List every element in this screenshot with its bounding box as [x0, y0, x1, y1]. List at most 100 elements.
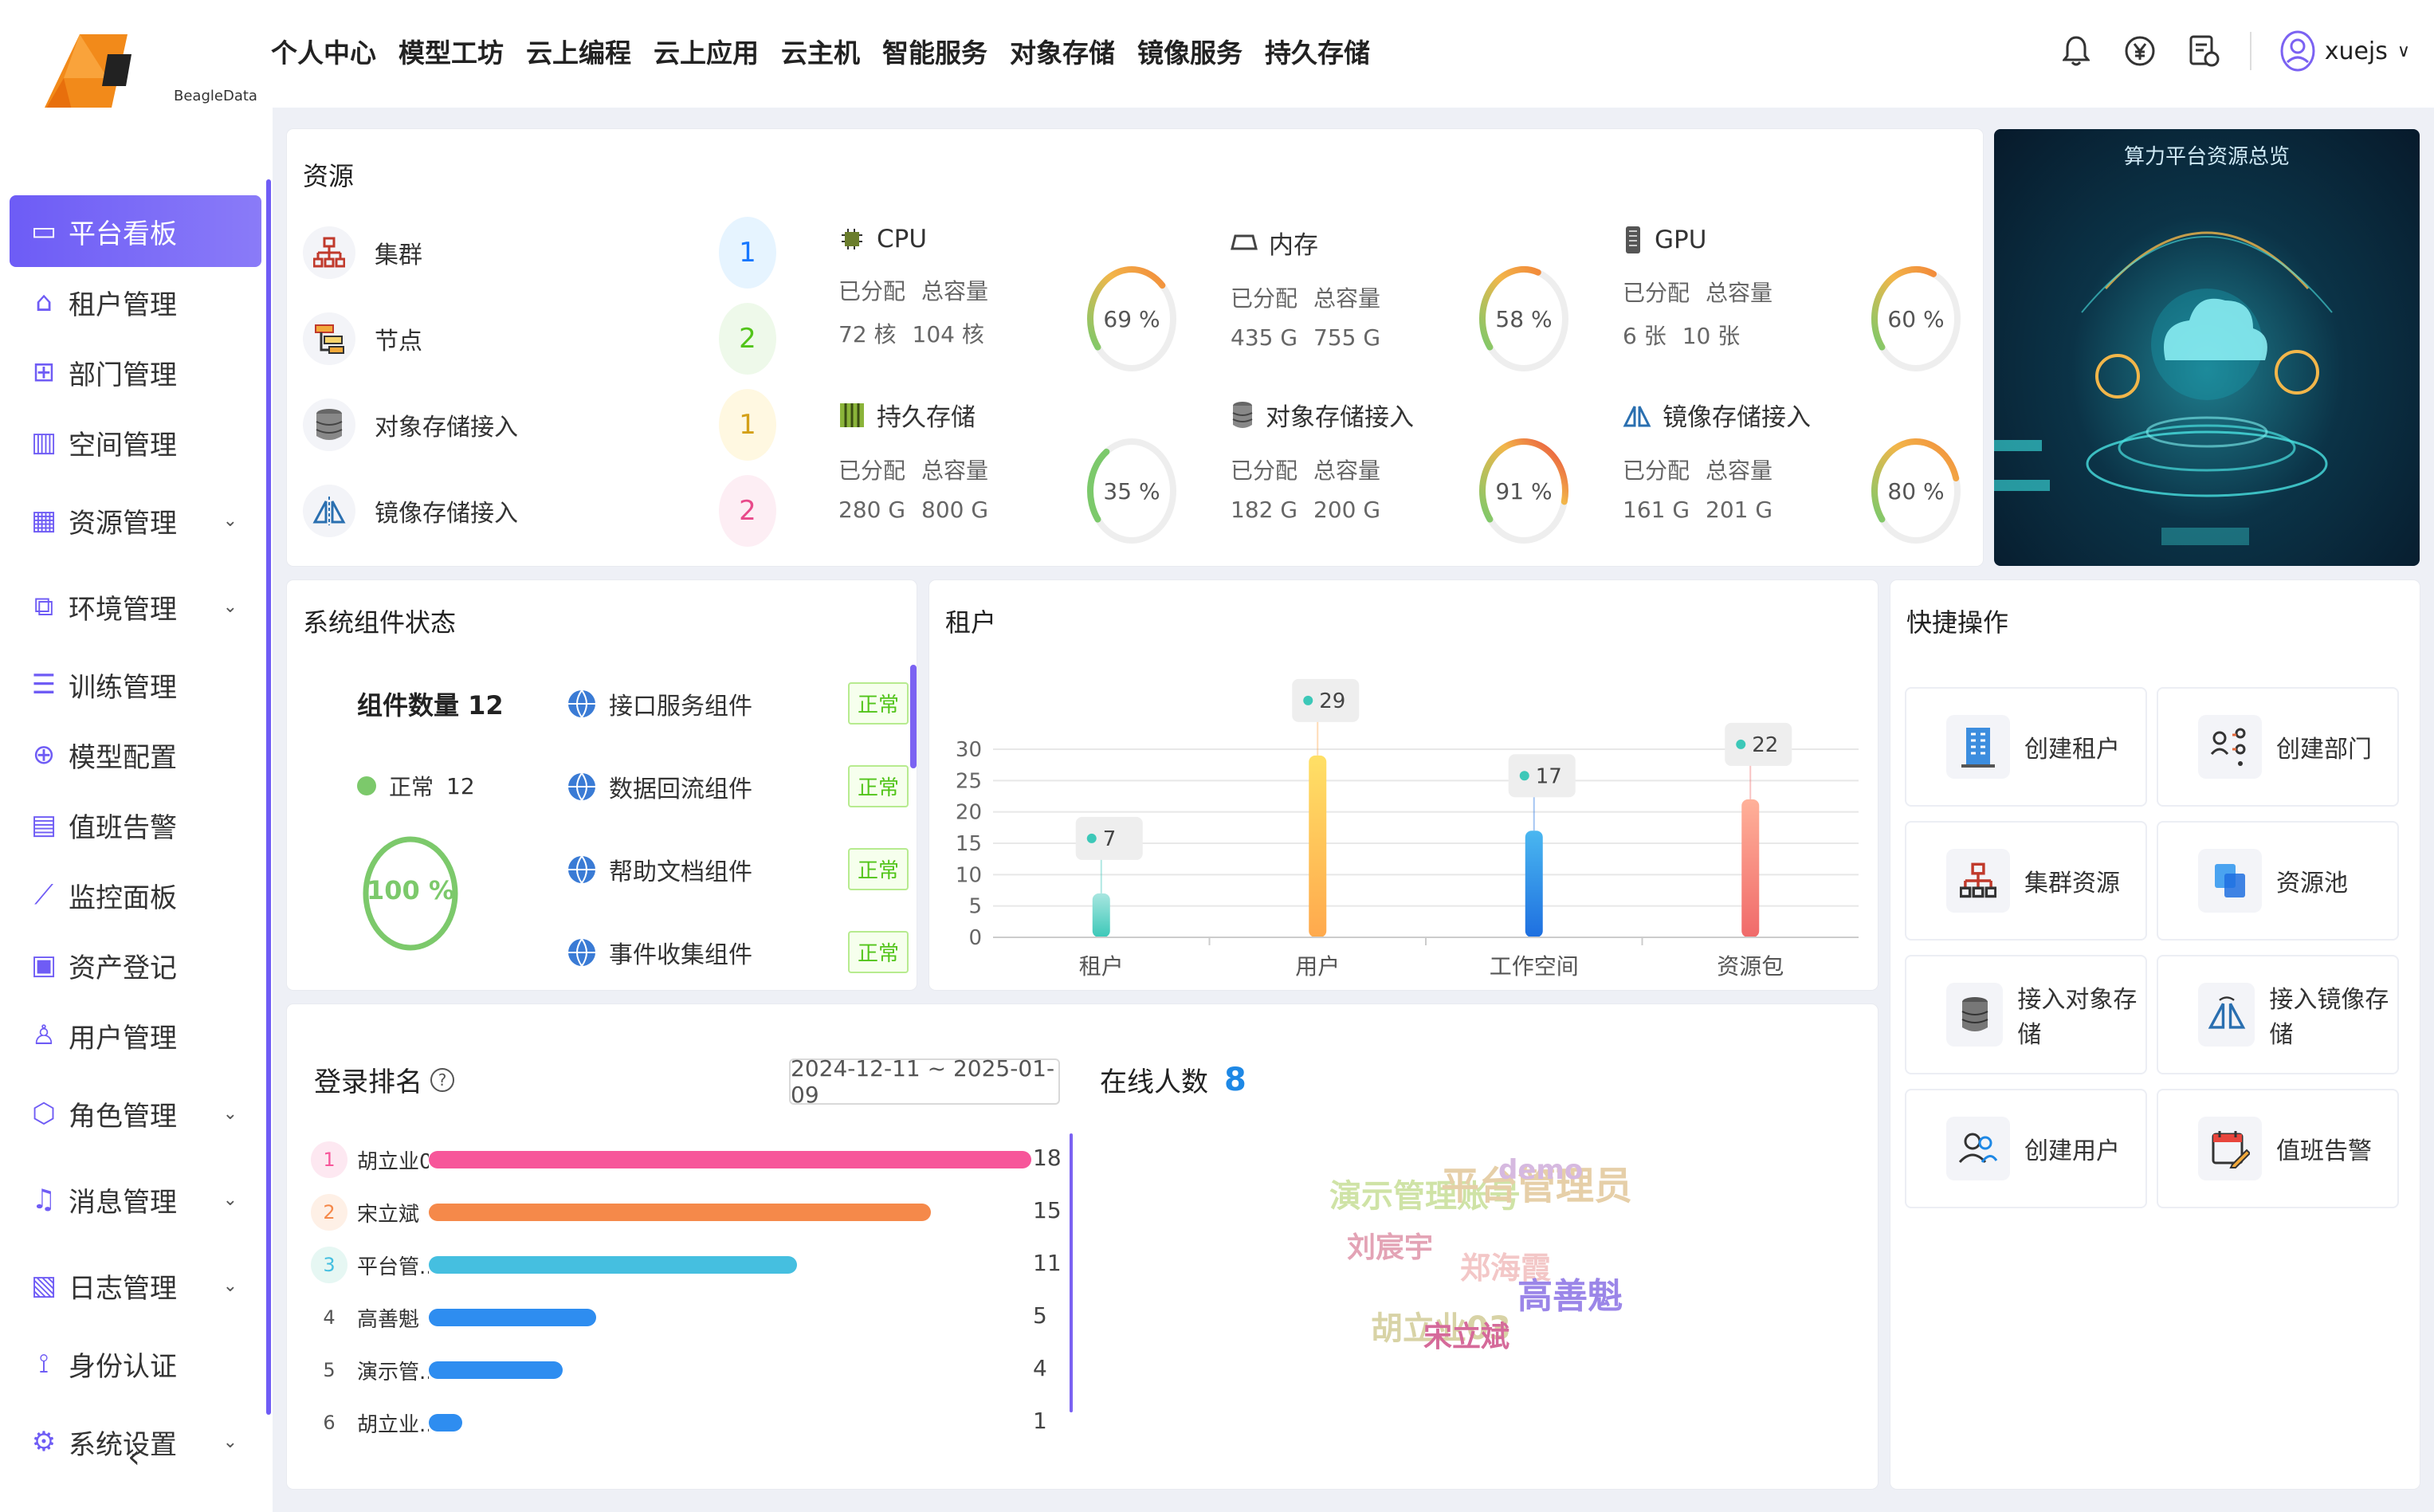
quick-action-label: 接入对象存储 — [2017, 986, 2138, 1049]
y-tick-label: 30 — [956, 738, 982, 762]
bar-工作空间 — [1525, 831, 1543, 937]
connect-image-storage-button[interactable]: 接入镜像存储 — [2157, 955, 2399, 1074]
status-list-scrollbar[interactable] — [910, 665, 917, 768]
yuan-icon[interactable] — [2122, 33, 2157, 69]
sidebar-item-model[interactable]: ⊕ 模型配置 — [10, 720, 261, 790]
ranking-row[interactable]: 6 胡立业... — [311, 1404, 429, 1441]
collapse-sidebar-icon[interactable]: ‹ — [128, 1439, 140, 1475]
resource-cluster[interactable]: 集群 — [303, 226, 422, 279]
y-tick-label: 10 — [956, 863, 982, 887]
quick-actions-title: 快捷操作 — [1906, 607, 2009, 638]
nav-cloud-apps[interactable]: 云上应用 — [654, 37, 759, 69]
create-tenant-button[interactable]: 创建租户 — [1905, 687, 2147, 807]
data-label: 7 — [1103, 827, 1117, 851]
allocated-label: 已分配 — [1623, 280, 1690, 306]
ranking-row[interactable]: 4 高善魁 — [311, 1299, 429, 1336]
gauge-arc — [1087, 438, 1176, 544]
ranking-row[interactable]: 5 演示管... — [311, 1352, 429, 1388]
resource-pool-button[interactable]: 资源池 — [2157, 821, 2399, 941]
normal-count: 12 — [446, 772, 475, 799]
sidebar-item-alarm[interactable]: ▤ 值班告警 — [10, 790, 261, 860]
resource-image-storage[interactable]: 镜像存储接入 — [303, 485, 518, 537]
document-settings-icon[interactable] — [2186, 33, 2221, 69]
gauge-label: 80 % — [1887, 478, 1945, 505]
sidebar-item-chart[interactable]: ⟋ 监控面板 — [10, 860, 261, 930]
total-value: 755 G — [1313, 324, 1381, 351]
quick-action-label: 值班告警 — [2276, 1137, 2372, 1165]
resource-object-storage[interactable]: 对象存储接入 — [303, 399, 518, 451]
sidebar-item-label: 值班告警 — [69, 811, 177, 844]
sidebar-item-label: 角色管理 — [69, 1100, 177, 1133]
y-tick-label: 20 — [956, 801, 982, 825]
sidebar-item-label: 模型配置 — [69, 741, 177, 774]
status-badge: 正常 — [847, 931, 909, 973]
duty-alarm-button[interactable]: 值班告警 — [2157, 1089, 2399, 1208]
bar-租户 — [1092, 893, 1110, 937]
ranking-row[interactable]: 3 平台管... — [311, 1247, 429, 1283]
ranking-scrollbar[interactable] — [1070, 1133, 1073, 1412]
sidebar-item-env[interactable]: ⧉ 环境管理 ⌄ — [10, 564, 261, 650]
nav-object-storage[interactable]: 对象存储 — [1010, 37, 1115, 69]
sidebar-item-org[interactable]: ⊞ 部门管理 — [10, 337, 261, 407]
globe-icon — [568, 689, 595, 719]
sidebar-item-auth[interactable]: ⟟ 身份认证 — [10, 1329, 261, 1399]
nav-cloud-programming[interactable]: 云上编程 — [526, 37, 631, 69]
object-storage-gauge: 91 % — [1476, 435, 1572, 547]
data-label: 29 — [1319, 689, 1345, 713]
metric-name: 镜像存储接入 — [1663, 403, 1811, 432]
resource-node[interactable]: 节点 — [303, 312, 422, 365]
sidebar-item-user[interactable]: ♙ 用户管理 — [10, 1000, 261, 1070]
ranking-row[interactable]: 1 胡立业03 — [311, 1141, 429, 1178]
cluster-resources-button[interactable]: 集群资源 — [1905, 821, 2147, 941]
nav-cloud-host[interactable]: 云主机 — [781, 37, 860, 69]
sidebar-item-asset[interactable]: ▣ 资产登记 — [10, 930, 261, 1000]
sidebar-item-role[interactable]: ⬡ 角色管理 ⌄ — [10, 1070, 261, 1157]
gauge-fill — [1479, 438, 1568, 523]
nav-persistent-storage[interactable]: 持久存储 — [1265, 37, 1370, 69]
persistent-storage-gauge: 35 % — [1084, 435, 1180, 547]
allocated-value: 161 G — [1623, 497, 1690, 523]
sidebar-item-bank[interactable]: ⌂ 租户管理 — [10, 267, 261, 337]
rank-value: 5 — [1033, 1302, 1047, 1329]
nav-model-workshop[interactable]: 模型工坊 — [398, 37, 504, 69]
tenant-bar-chart: 30 25 20 15 10 5 0 7 租户 29 用户 17 工作空间 22 资源包 — [956, 678, 1859, 980]
date-range-picker[interactable]: 2024-12-11 ~ 2025-01-09 — [789, 1055, 1060, 1108]
create-department-button[interactable]: 创建部门 — [2157, 687, 2399, 807]
user-menu[interactable]: xuejs ∨ — [2280, 30, 2410, 72]
tenant-chart-title: 租户 — [945, 607, 997, 638]
sidebar-scrollbar[interactable] — [266, 179, 271, 1415]
metric-persistent-storage: 持久存储 已分配 总容量 280 G 800 G — [838, 397, 988, 523]
create-user-button[interactable]: 创建用户 — [1905, 1089, 2147, 1208]
sidebar-item-resource[interactable]: ▦ 资源管理 ⌄ — [10, 477, 261, 564]
component-name: 帮助文档组件 — [609, 858, 752, 886]
y-tick-label: 25 — [956, 769, 982, 793]
help-icon[interactable]: ? — [430, 1067, 454, 1092]
data-label-dot — [1736, 739, 1746, 749]
x-tick-label: 用户 — [1295, 953, 1340, 980]
user-name: xuejs — [2324, 37, 2388, 65]
sidebar-item-train[interactable]: ☰ 训练管理 — [10, 650, 261, 720]
word-cloud-item: 高善魁 — [1517, 1276, 1623, 1317]
department-icon — [2198, 715, 2262, 779]
sidebar-item-log[interactable]: ▧ 日志管理 ⌄ — [10, 1243, 261, 1329]
nav-personal[interactable]: 个人中心 — [271, 37, 376, 69]
sidebar-item-label: 资产登记 — [69, 952, 177, 984]
quick-action-label: 创建部门 — [2276, 736, 2372, 764]
bell-icon[interactable] — [2059, 33, 2094, 69]
nav-intelligent-service[interactable]: 智能服务 — [882, 37, 987, 69]
sidebar-item-space[interactable]: ▥ 空间管理 — [10, 407, 261, 477]
rank-bar — [429, 1414, 462, 1431]
sidebar-item-monitor[interactable]: ▭ 平台看板 — [10, 195, 261, 267]
metric-name: 内存 — [1269, 231, 1318, 260]
allocated-value: 435 G — [1231, 324, 1298, 351]
chevron-down-icon: ⌄ — [222, 1189, 238, 1210]
sidebar-menu: ▭ 平台看板 ⌂ 租户管理 ⊞ 部门管理 ▥ 空间管理 ▦ 资源管理 ⌄ ⧉ 环境管理 ⌄ ☰ 训练管理 ⊕ 模型… — [10, 195, 261, 1485]
sidebar-item-settings[interactable]: ⚙ 系统设置 ⌄ — [10, 1399, 261, 1485]
resource-overview-banner[interactable]: 算力平台资源总览 — [1994, 129, 2420, 566]
data-label-dot — [1303, 695, 1313, 705]
connect-object-storage-button[interactable]: 接入对象存储 — [1905, 955, 2147, 1074]
ranking-row[interactable]: 2 宋立斌 — [311, 1194, 429, 1231]
sidebar-item-bell[interactable]: ♫ 消息管理 ⌄ — [10, 1157, 261, 1243]
word-cloud-item: 胡立业03 — [1371, 1310, 1511, 1347]
nav-image-service[interactable]: 镜像服务 — [1137, 37, 1243, 69]
